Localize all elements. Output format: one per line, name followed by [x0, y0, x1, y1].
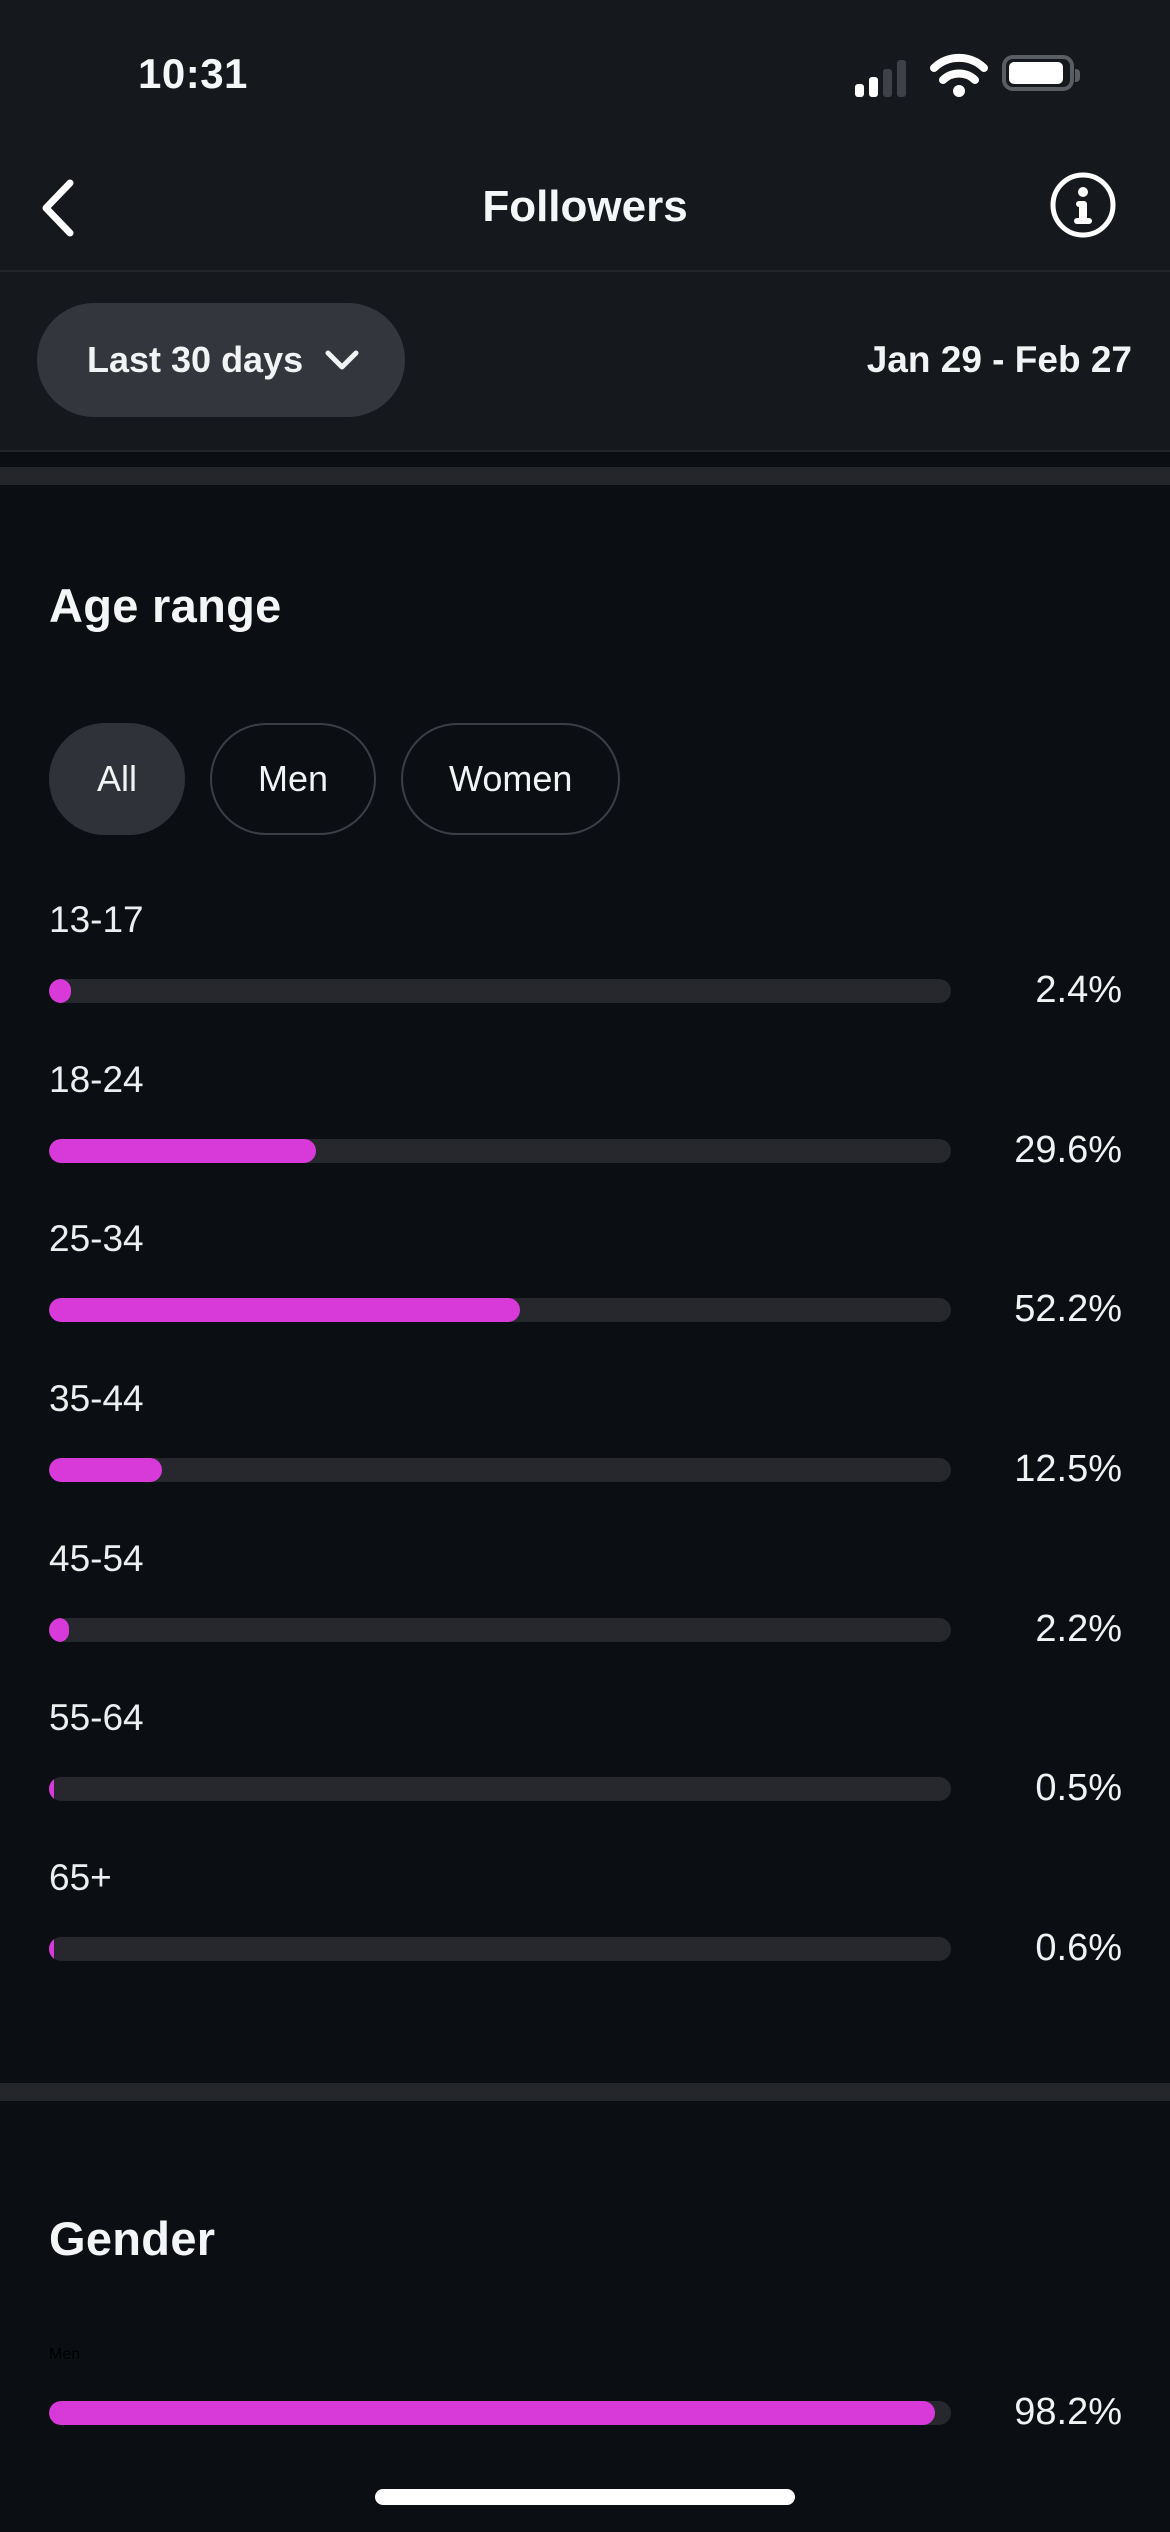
- bar-track: [49, 978, 951, 1003]
- bar-track: [49, 2400, 951, 2425]
- bar-fill: [49, 1617, 69, 1642]
- age-label: 25-34: [49, 1218, 144, 1259]
- bar-track: [49, 1776, 951, 1801]
- gender-filter-tabs: All Men Women: [49, 723, 621, 835]
- date-range-selector[interactable]: Last 30 days: [37, 303, 406, 417]
- bar-track: [49, 1138, 951, 1163]
- age-label: 35-44: [49, 1378, 144, 1419]
- wifi-icon: [930, 53, 988, 97]
- info-button[interactable]: [1048, 169, 1118, 241]
- tab-women[interactable]: Women: [401, 723, 621, 835]
- cellular-signal-icon: [855, 60, 906, 97]
- age-label: 55-64: [49, 1697, 144, 1738]
- age-label: 13-17: [49, 899, 144, 940]
- age-label: 65+: [49, 1857, 112, 1898]
- age-range-title: Age range: [49, 579, 282, 632]
- bar-fill: [49, 1297, 520, 1322]
- bar-track: [49, 1457, 951, 1482]
- age-bar-row: 35-44 12.5%: [49, 1377, 1122, 1491]
- age-label: 18-24: [49, 1059, 144, 1100]
- age-bar-row: 55-64 0.5%: [49, 1696, 1122, 1810]
- chevron-down-icon: [325, 350, 359, 370]
- bar-fill: [49, 1457, 162, 1482]
- gender-title: Gender: [49, 2212, 216, 2265]
- gender-label: Men: [49, 2346, 81, 2363]
- age-bar-row: 25-34 52.2%: [49, 1217, 1122, 1331]
- bar-value: 0.5%: [1035, 1767, 1122, 1809]
- bar-fill: [49, 1776, 54, 1801]
- back-button[interactable]: [22, 168, 92, 248]
- info-icon: [1049, 171, 1117, 239]
- age-bar-row: 13-17 2.4%: [49, 898, 1122, 1012]
- home-indicator[interactable]: [375, 2489, 795, 2505]
- bar-track: [49, 1297, 951, 1322]
- date-range-selector-label: Last 30 days: [87, 339, 304, 380]
- bar-fill: [49, 2400, 935, 2425]
- header-divider: [0, 270, 1170, 272]
- age-bar-row: 45-54 2.2%: [49, 1537, 1122, 1651]
- age-bar-row: 18-24 29.6%: [49, 1058, 1122, 1172]
- page-title: Followers: [482, 182, 688, 231]
- gender-section: Gender Men 98.2%: [0, 2101, 1170, 2430]
- bar-track: [49, 1936, 951, 1961]
- bar-value: 29.6%: [1014, 1129, 1122, 1171]
- bar-fill: [49, 1936, 55, 1961]
- gender-bar-row: Men 98.2%: [49, 2346, 1122, 2430]
- date-range-text: Jan 29 - Feb 27: [866, 339, 1132, 380]
- section-separator: [0, 467, 1170, 485]
- bar-value: 98.2%: [1014, 2391, 1122, 2430]
- bar-value: 0.6%: [1035, 1927, 1122, 1969]
- bar-track: [49, 1617, 951, 1642]
- status-time: 10:31: [138, 50, 248, 97]
- battery-icon: [1002, 55, 1080, 91]
- section-separator: [0, 2083, 1170, 2101]
- tab-men[interactable]: Men: [210, 723, 377, 835]
- top-zone: 10:31 Followers: [0, 0, 1170, 452]
- bar-fill: [49, 978, 71, 1003]
- chevron-left-icon: [38, 177, 76, 239]
- bar-value: 2.4%: [1035, 969, 1122, 1011]
- age-bar-row: 65+ 0.6%: [49, 1856, 1122, 1970]
- bar-fill: [49, 1138, 316, 1163]
- bar-value: 52.2%: [1014, 1288, 1122, 1330]
- bar-value: 12.5%: [1014, 1448, 1122, 1490]
- bar-value: 2.2%: [1035, 1608, 1122, 1650]
- age-label: 45-54: [49, 1538, 144, 1579]
- tab-all[interactable]: All: [49, 723, 186, 835]
